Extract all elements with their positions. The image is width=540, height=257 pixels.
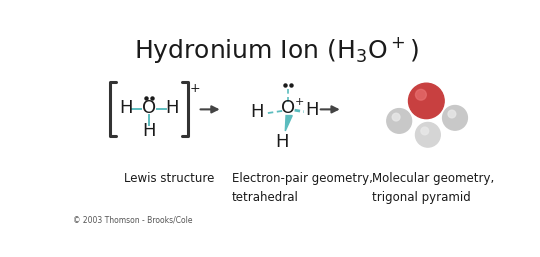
Circle shape — [392, 113, 400, 121]
Text: H: H — [165, 99, 179, 117]
Text: Hydronium Ion ($\mathregular{H_3O^+}$): Hydronium Ion ($\mathregular{H_3O^+}$) — [134, 35, 419, 65]
Text: +: + — [190, 82, 200, 95]
Text: H: H — [142, 122, 156, 140]
Text: Electron-pair geometry,
tetrahedral: Electron-pair geometry, tetrahedral — [232, 172, 373, 204]
Text: O: O — [281, 99, 295, 117]
Circle shape — [448, 110, 456, 118]
Text: +: + — [295, 97, 304, 107]
Circle shape — [387, 109, 411, 133]
Text: H: H — [251, 103, 264, 121]
Text: H: H — [275, 133, 289, 151]
Circle shape — [443, 106, 468, 130]
Text: Lewis structure: Lewis structure — [124, 172, 214, 185]
Circle shape — [408, 83, 444, 119]
Text: O: O — [142, 99, 156, 117]
Text: © 2003 Thomson - Brooks/Cole: © 2003 Thomson - Brooks/Cole — [73, 216, 192, 225]
Circle shape — [421, 127, 429, 135]
Circle shape — [415, 123, 440, 147]
Polygon shape — [285, 116, 292, 131]
Text: Molecular geometry,
trigonal pyramid: Molecular geometry, trigonal pyramid — [372, 172, 494, 204]
Text: H: H — [119, 99, 132, 117]
Text: H: H — [305, 101, 319, 119]
Circle shape — [415, 89, 426, 100]
